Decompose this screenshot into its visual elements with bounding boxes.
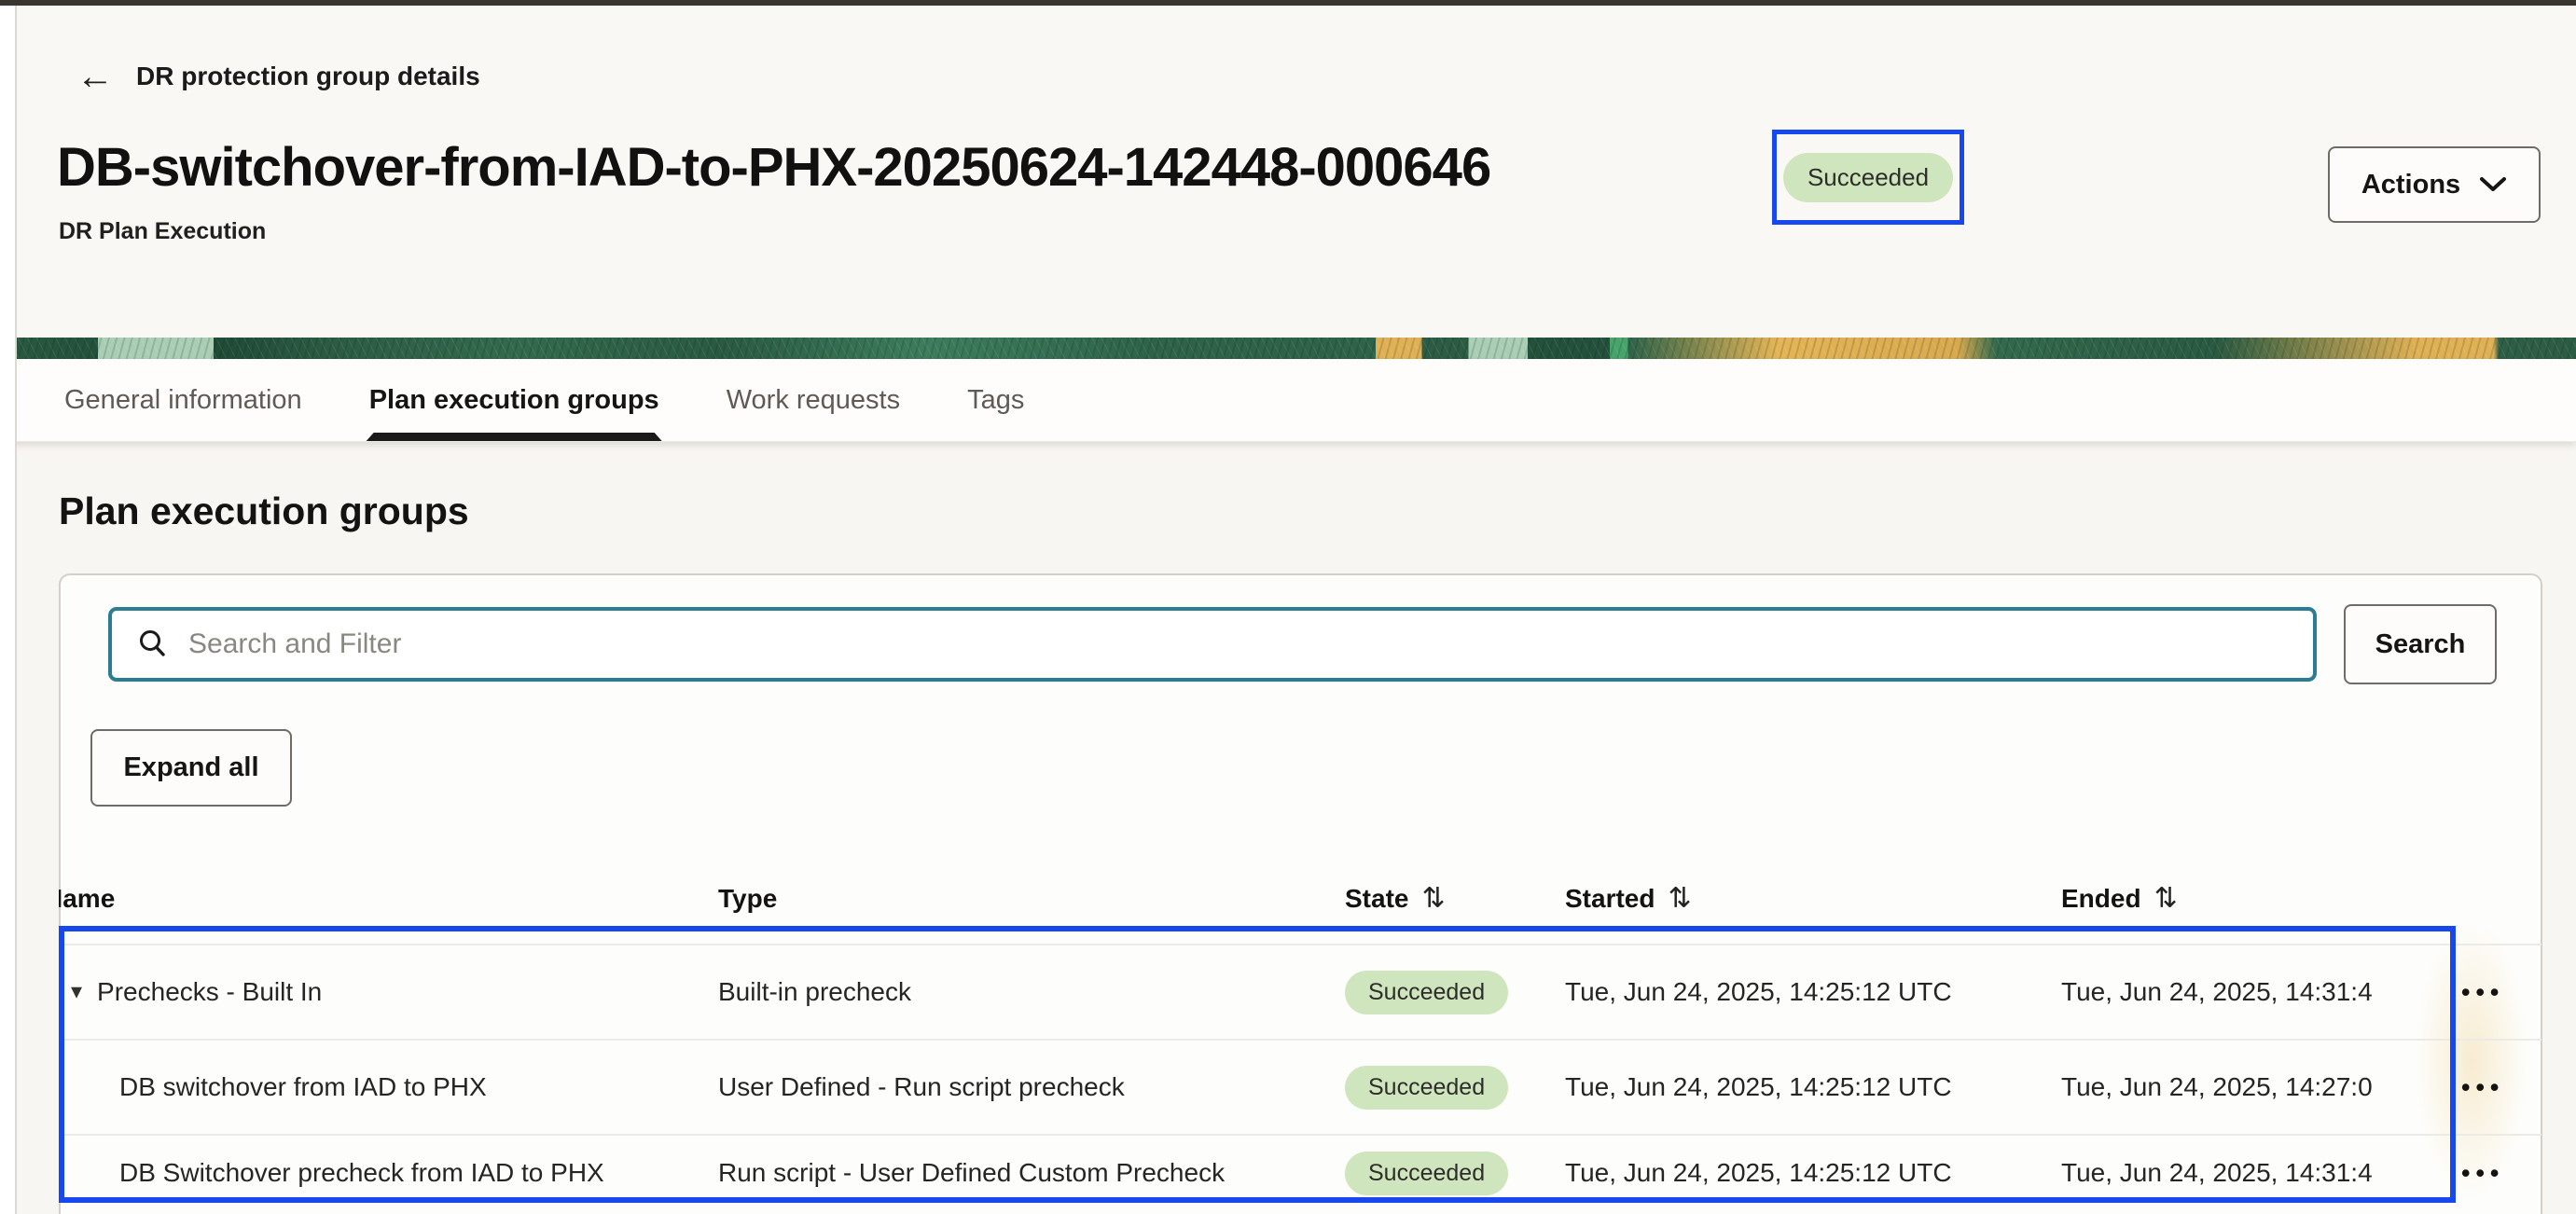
page-title: DB-switchover-from-IAD-to-PHX-20250624-1… xyxy=(57,137,1491,198)
actions-button[interactable]: Actions xyxy=(2328,146,2541,223)
caret-down-icon[interactable]: ▾ xyxy=(71,979,83,1004)
actions-button-label: Actions xyxy=(2361,169,2461,200)
plan-execution-groups-table: Name Type State ⇅ Started ⇅ Ended xyxy=(59,853,2541,1210)
sort-icon[interactable]: ⇅ xyxy=(1668,883,1692,914)
resource-type-subtitle: DR Plan Execution xyxy=(59,218,267,244)
search-filter-field[interactable] xyxy=(108,607,2317,682)
tab-tags[interactable]: Tags xyxy=(967,384,1025,415)
plan-execution-groups-card: Search Expand all Name Type State ⇅ Star xyxy=(59,573,2542,1214)
row-name-cell: DB switchover from IAD to PHX xyxy=(59,1072,718,1102)
tab-work-requests[interactable]: Work requests xyxy=(726,384,901,415)
row-actions-menu-icon[interactable]: ••• xyxy=(2461,1072,2505,1101)
row-state-cell: Succeeded xyxy=(1345,1065,1565,1110)
table-row[interactable]: DB Switchover precheck from IAD to PHX R… xyxy=(59,1134,2541,1210)
row-actions-menu-icon[interactable]: ••• xyxy=(2461,977,2505,1006)
row-started: Tue, Jun 24, 2025, 14:25:12 UTC xyxy=(1565,1072,1952,1101)
status-badge: Succeeded xyxy=(1782,152,1954,202)
state-badge: Succeeded xyxy=(1345,1151,1509,1195)
tab-general-information[interactable]: General information xyxy=(64,384,302,415)
state-badge: Succeeded xyxy=(1345,1065,1509,1110)
breadcrumb-label[interactable]: DR protection group details xyxy=(136,62,480,90)
row-name-cell: DB Switchover precheck from IAD to PHX xyxy=(59,1158,718,1188)
column-header-name: Name xyxy=(59,883,116,913)
table-header-row: Name Type State ⇅ Started ⇅ Ended xyxy=(59,853,2541,944)
page-header: ← DR protection group details DB-switcho… xyxy=(0,6,2576,338)
tab-bar: General information Plan execution group… xyxy=(0,359,2576,442)
search-button[interactable]: Search xyxy=(2344,604,2497,684)
table-row[interactable]: DB switchover from IAD to PHX User Defin… xyxy=(59,1039,2541,1134)
column-header-type: Type xyxy=(718,883,778,913)
row-state-cell: Succeeded xyxy=(1345,1151,1565,1195)
tab-plan-execution-groups[interactable]: Plan execution groups xyxy=(369,359,659,441)
column-header-state[interactable]: State ⇅ xyxy=(1345,883,1446,914)
sort-icon[interactable]: ⇅ xyxy=(1421,883,1446,914)
row-actions-menu-icon[interactable]: ••• xyxy=(2461,1158,2505,1187)
row-name: Prechecks - Built In xyxy=(97,977,323,1006)
left-edge-divider xyxy=(15,6,17,1214)
row-started: Tue, Jun 24, 2025, 14:25:12 UTC xyxy=(1565,1158,1952,1187)
row-state-cell: Succeeded xyxy=(1345,970,1565,1014)
sort-icon[interactable]: ⇅ xyxy=(2154,883,2178,914)
left-gutter xyxy=(0,6,15,1214)
row-type: User Defined - Run script precheck xyxy=(718,1072,1125,1101)
breadcrumb[interactable]: ← DR protection group details xyxy=(76,58,480,95)
chevron-down-icon xyxy=(2479,176,2507,193)
row-name-cell: ▾ Prechecks - Built In xyxy=(59,977,718,1007)
row-ended: Tue, Jun 24, 2025, 14:31:4 xyxy=(2061,1158,2373,1187)
row-type: Run script - User Defined Custom Prechec… xyxy=(718,1158,1226,1187)
column-header-ended[interactable]: Ended ⇅ xyxy=(2061,883,2178,914)
row-ended: Tue, Jun 24, 2025, 14:27:0 xyxy=(2061,1072,2373,1101)
row-started: Tue, Jun 24, 2025, 14:25:12 UTC xyxy=(1565,977,1952,1006)
row-type: Built-in precheck xyxy=(718,977,911,1006)
window-top-edge xyxy=(0,0,2576,6)
row-name: DB Switchover precheck from IAD to PHX xyxy=(119,1158,604,1187)
expand-all-button[interactable]: Expand all xyxy=(90,729,292,807)
column-header-started[interactable]: Started ⇅ xyxy=(1565,883,1692,914)
status-annotation-box: Succeeded xyxy=(1772,130,1964,225)
decorative-banner-strip xyxy=(0,338,2576,359)
page-body: Plan execution groups Search Expand all … xyxy=(0,441,2576,1214)
section-heading: Plan execution groups xyxy=(59,490,469,532)
search-icon xyxy=(136,628,170,661)
state-badge: Succeeded xyxy=(1345,970,1509,1014)
search-input[interactable] xyxy=(187,628,2313,661)
background-watermark xyxy=(2416,920,2528,1200)
row-name: DB switchover from IAD to PHX xyxy=(119,1072,487,1101)
row-ended: Tue, Jun 24, 2025, 14:31:4 xyxy=(2061,977,2373,1006)
back-arrow-icon[interactable]: ← xyxy=(76,56,114,97)
table-row[interactable]: ▾ Prechecks - Built In Built-in precheck… xyxy=(59,944,2541,1039)
